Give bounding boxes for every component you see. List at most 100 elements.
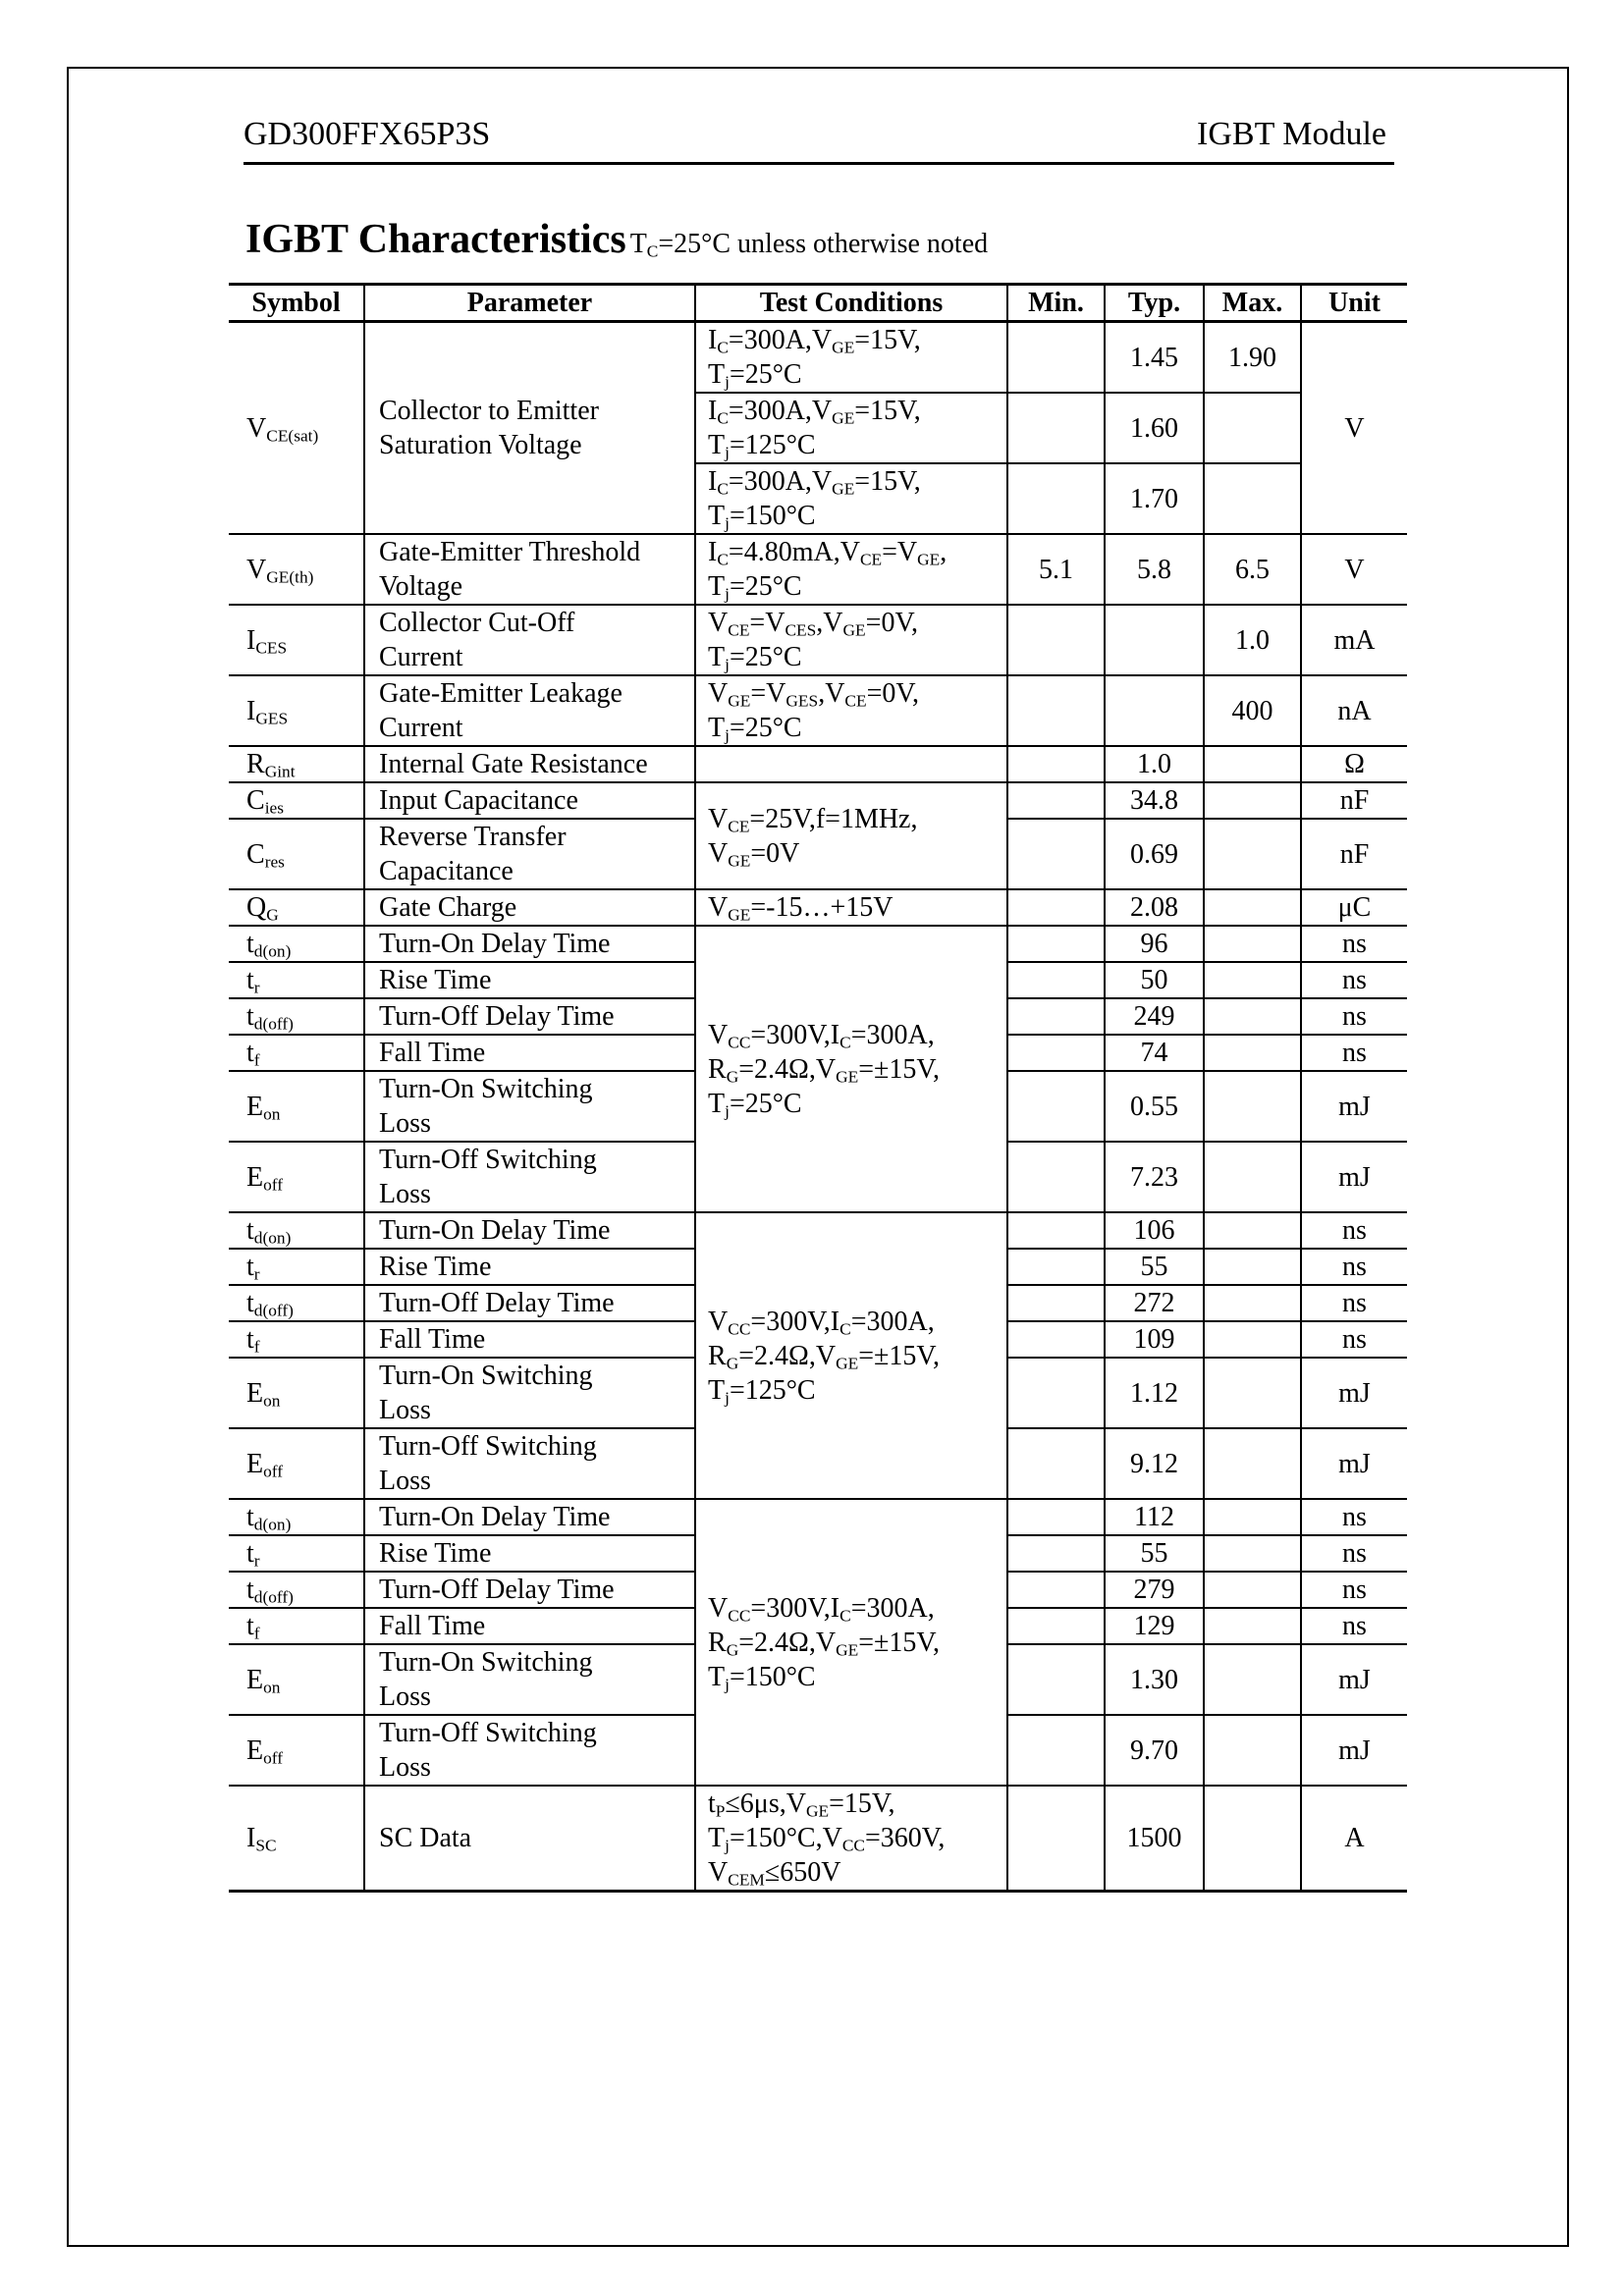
table-row: Eon Turn-On Switching Loss 1.12 mJ (229, 1357, 1407, 1429)
symbol-cell: Eon (229, 1643, 365, 1716)
column-header-symbol: Symbol (229, 283, 365, 323)
symbol-cell: td(on) (229, 1498, 365, 1536)
unit-cell: A (1300, 1785, 1407, 1893)
max-value-cell (1203, 1284, 1302, 1322)
min-value-cell (1006, 961, 1106, 999)
symbol-cell: Cres (229, 818, 365, 890)
max-value-cell (1203, 745, 1302, 783)
table-row: Eon Turn-On Switching Loss 1.30 mJ (229, 1643, 1407, 1716)
symbol-cell: td(on) (229, 1211, 365, 1250)
igbt-characteristics-table: Symbol Parameter Test Conditions Min. Ty… (229, 283, 1407, 1893)
typ-value-cell: 109 (1104, 1320, 1205, 1359)
table-row: tf Fall Time 129 ns (229, 1607, 1407, 1645)
max-value-cell (1203, 961, 1302, 999)
test-conditions-cell: IC=4.80mA,VCE=VGE, Tj=25°C (694, 533, 1008, 606)
unit-cell: mJ (1300, 1357, 1407, 1429)
typ-value-cell: 1.30 (1104, 1643, 1205, 1716)
symbol-cell: Eoff (229, 1714, 365, 1787)
symbol-cell: td(off) (229, 1571, 365, 1609)
max-value-cell (1203, 1141, 1302, 1213)
section-condition: TC=25°C unless otherwise noted (629, 229, 989, 261)
parameter-cell: Turn-On Switching Loss (363, 1070, 696, 1143)
parameter-cell: Fall Time (363, 1607, 696, 1645)
symbol-cell: Eon (229, 1070, 365, 1143)
parameter-cell: Turn-Off Delay Time (363, 1284, 696, 1322)
unit-cell: ns (1300, 1284, 1407, 1322)
table-row: ISC SC Data tP≤6μs,VGE=15V, Tj=150°C,VCC=3… (229, 1785, 1407, 1893)
typ-value-cell: 1.45 (1104, 320, 1205, 394)
parameter-cell: Turn-Off Delay Time (363, 997, 696, 1036)
table-row: Eoff Turn-Off Switching Loss 7.23 mJ (229, 1141, 1407, 1213)
table-row: tr Rise Time 55 ns (229, 1534, 1407, 1573)
table-row: Eon Turn-On Switching Loss 0.55 mJ (229, 1070, 1407, 1143)
typ-value-cell: 74 (1104, 1034, 1205, 1072)
max-value-cell (1203, 1070, 1302, 1143)
max-value-cell: 400 (1203, 674, 1302, 747)
table-row: RGint Internal Gate Resistance 1.0 Ω (229, 745, 1407, 783)
symbol-cell: td(off) (229, 1284, 365, 1322)
table-row: IC=300A,VGE=15V, Tj=125°C 1.60 (229, 392, 1407, 464)
symbol-cell: VCE(sat) (229, 320, 365, 535)
unit-cell: mA (1300, 604, 1407, 676)
typ-value-cell: 1.70 (1104, 462, 1205, 535)
test-conditions-cell: VCC=300V,IC=300A, RG=2.4Ω,VGE=±15V, Tj=1… (694, 1498, 1008, 1787)
parameter-cell: Fall Time (363, 1320, 696, 1359)
symbol-cell: ICES (229, 604, 365, 676)
min-value-cell (1006, 604, 1106, 676)
unit-cell: ns (1300, 1607, 1407, 1645)
unit-cell: ns (1300, 925, 1407, 963)
min-value-cell (1006, 1571, 1106, 1609)
table-row: Cres Reverse Transfer Capacitance 0.69 nF (229, 818, 1407, 890)
max-value-cell (1203, 1571, 1302, 1609)
table-row: IGES Gate-Emitter Leakage Current VGE=VGES… (229, 674, 1407, 747)
column-header-min: Min. (1006, 283, 1106, 323)
min-value-cell (1006, 925, 1106, 963)
test-conditions-cell: VCC=300V,IC=300A, RG=2.4Ω,VGE=±15V, Tj=2… (694, 925, 1008, 1213)
test-conditions-cell: tP≤6μs,VGE=15V, Tj=150°C,VCC=360V, VCEM≤… (694, 1785, 1008, 1893)
symbol-cell: tr (229, 1248, 365, 1286)
symbol-cell: tr (229, 961, 365, 999)
table-row: ICES Collector Cut-Off Current VCE=VCES,VG… (229, 604, 1407, 676)
typ-value-cell: 1.12 (1104, 1357, 1205, 1429)
unit-cell: Ω (1300, 745, 1407, 783)
max-value-cell (1203, 1534, 1302, 1573)
unit-cell: mJ (1300, 1714, 1407, 1787)
typ-value-cell: 9.12 (1104, 1427, 1205, 1500)
column-header-max: Max. (1203, 283, 1302, 323)
max-value-cell (1203, 1714, 1302, 1787)
column-header-test-conditions: Test Conditions (694, 283, 1008, 323)
parameter-cell: Collector Cut-Off Current (363, 604, 696, 676)
min-value-cell (1006, 462, 1106, 535)
symbol-cell: td(off) (229, 997, 365, 1036)
min-value-cell (1006, 1534, 1106, 1573)
parameter-cell: Reverse Transfer Capacitance (363, 818, 696, 890)
parameter-cell: Turn-Off Switching Loss (363, 1714, 696, 1787)
min-value-cell (1006, 1498, 1106, 1536)
symbol-cell: QG (229, 888, 365, 927)
min-value-cell (1006, 1643, 1106, 1716)
min-value-cell: 5.1 (1006, 533, 1106, 606)
parameter-cell: Turn-On Delay Time (363, 1211, 696, 1250)
typ-value-cell: 0.69 (1104, 818, 1205, 890)
unit-cell: V (1300, 533, 1407, 606)
table-row: Eoff Turn-Off Switching Loss 9.12 mJ (229, 1427, 1407, 1500)
min-value-cell (1006, 1427, 1106, 1500)
test-conditions-cell: IC=300A,VGE=15V, Tj=25°C (694, 320, 1008, 394)
symbol-cell: Eoff (229, 1141, 365, 1213)
min-value-cell (1006, 1248, 1106, 1286)
max-value-cell (1203, 1643, 1302, 1716)
unit-cell: ns (1300, 1498, 1407, 1536)
min-value-cell (1006, 1785, 1106, 1893)
max-value-cell (1203, 1498, 1302, 1536)
symbol-cell: VGE(th) (229, 533, 365, 606)
unit-cell: nF (1300, 818, 1407, 890)
column-header-unit: Unit (1300, 283, 1407, 323)
parameter-cell: Internal Gate Resistance (363, 745, 696, 783)
parameter-cell: Turn-On Delay Time (363, 1498, 696, 1536)
table-row: td(off) Turn-Off Delay Time 249 ns (229, 997, 1407, 1036)
table-row: td(off) Turn-Off Delay Time 272 ns (229, 1284, 1407, 1322)
unit-cell: ns (1300, 1320, 1407, 1359)
parameter-cell: Gate Charge (363, 888, 696, 927)
typ-value-cell: 9.70 (1104, 1714, 1205, 1787)
unit-cell: ns (1300, 1534, 1407, 1573)
